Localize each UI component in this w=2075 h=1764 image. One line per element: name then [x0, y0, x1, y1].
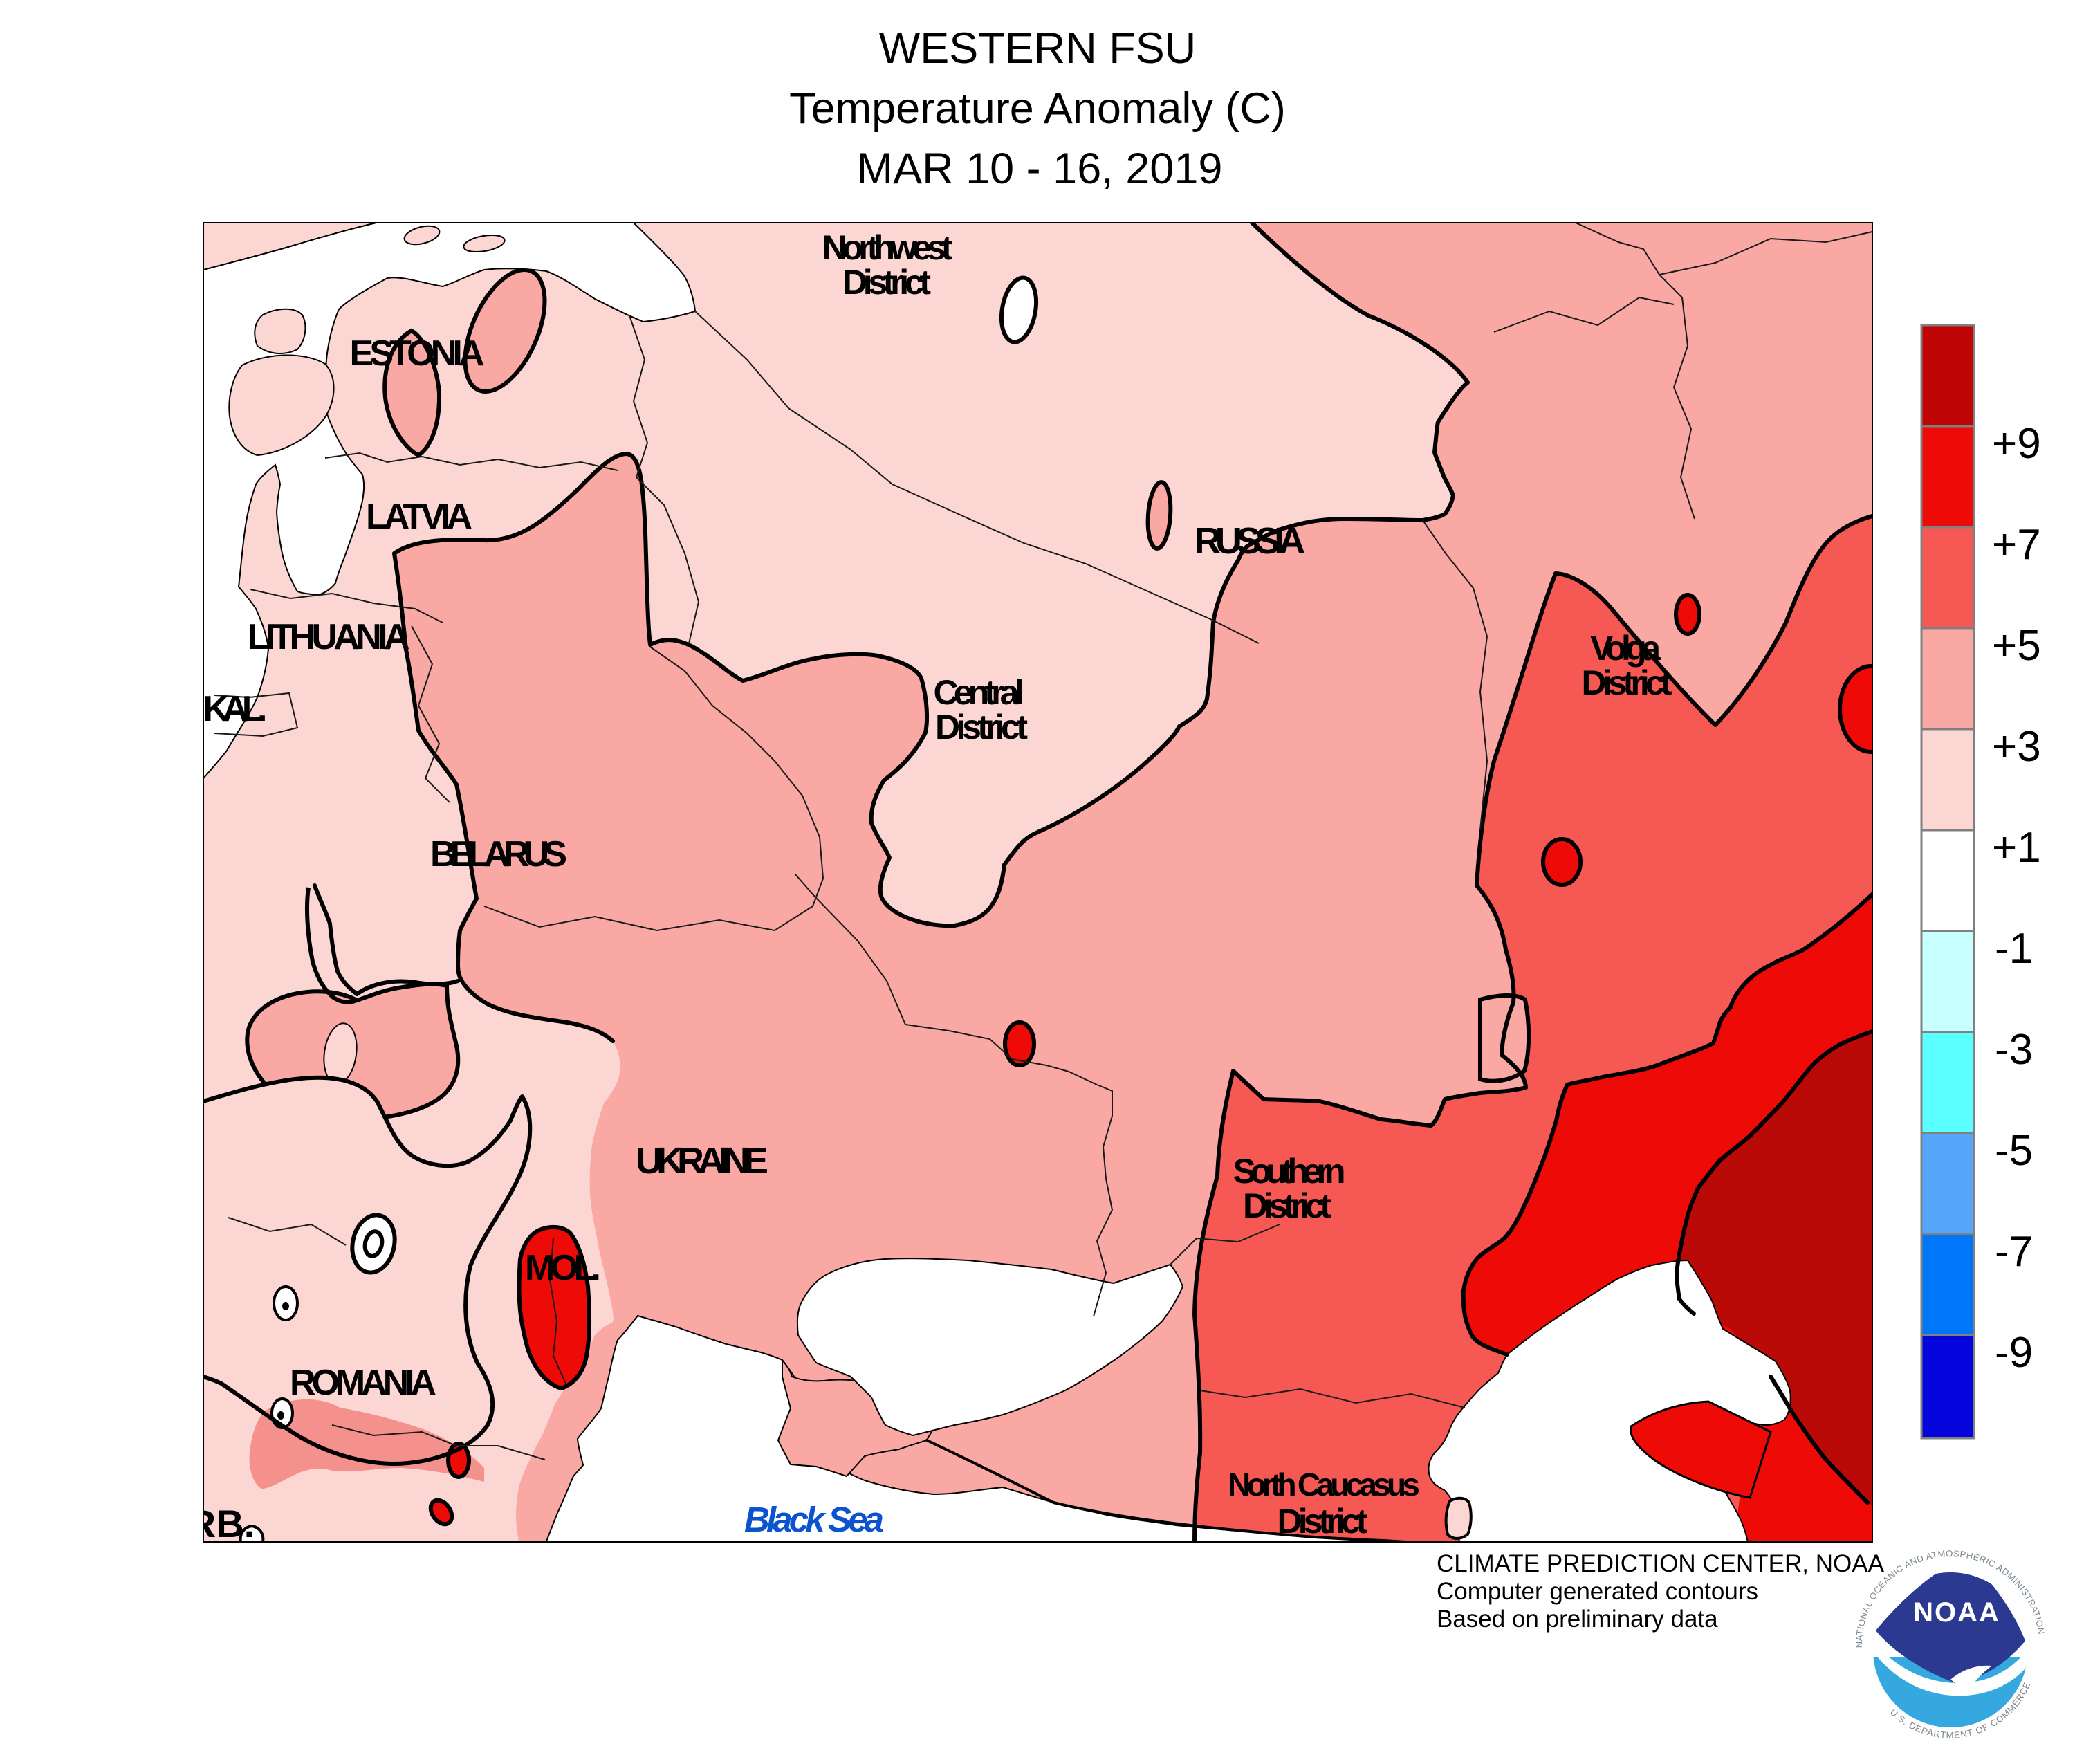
- svg-text:-7: -7: [1995, 1228, 2033, 1276]
- svg-text:Central: Central: [934, 673, 1024, 712]
- svg-text:Temperature Anomaly (C): Temperature Anomaly (C): [789, 84, 1286, 133]
- svg-text:Computer generated contours: Computer generated contours: [1437, 1578, 1758, 1605]
- svg-text:District: District: [1582, 663, 1672, 702]
- svg-text:Based on preliminary data: Based on preliminary data: [1437, 1606, 1718, 1633]
- svg-text:District: District: [935, 708, 1028, 746]
- svg-text:KAL.: KAL.: [203, 689, 268, 729]
- svg-text:MAR 10 - 16, 2019: MAR 10 - 16, 2019: [857, 145, 1223, 193]
- svg-text:Southern: Southern: [1233, 1152, 1346, 1191]
- svg-text:Northwest: Northwest: [822, 228, 953, 267]
- svg-text:Volga: Volga: [1590, 629, 1661, 668]
- svg-text:-1: -1: [1995, 925, 2033, 973]
- svg-text:+1: +1: [1992, 824, 2041, 872]
- svg-text:ROMANIA: ROMANIA: [290, 1363, 436, 1403]
- svg-text:North Caucasus: North Caucasus: [1228, 1467, 1420, 1503]
- svg-text:+7: +7: [1992, 521, 2041, 569]
- svg-text:UKRAINE: UKRAINE: [636, 1140, 768, 1182]
- svg-text:Black Sea: Black Sea: [744, 1500, 884, 1539]
- svg-text:+3: +3: [1992, 723, 2041, 771]
- svg-text:RB.: RB.: [188, 1502, 255, 1545]
- svg-text:+5: +5: [1992, 622, 2041, 670]
- svg-text:WESTERN FSU: WESTERN FSU: [879, 24, 1197, 73]
- svg-text:MOL.: MOL.: [525, 1248, 601, 1288]
- svg-text:-5: -5: [1995, 1127, 2033, 1175]
- svg-text:ESTONIA: ESTONIA: [350, 333, 485, 374]
- svg-text:District: District: [1278, 1502, 1368, 1541]
- svg-text:District: District: [842, 263, 931, 302]
- svg-text:LITHUANIA: LITHUANIA: [248, 617, 410, 657]
- svg-text:-9: -9: [1995, 1329, 2033, 1377]
- svg-text:-3: -3: [1995, 1026, 2033, 1074]
- svg-text:NOAA: NOAA: [1913, 1597, 2000, 1628]
- svg-text:+9: +9: [1992, 420, 2041, 468]
- svg-text:CLIMATE PREDICTION CENTER, NOA: CLIMATE PREDICTION CENTER, NOAA: [1437, 1550, 1885, 1577]
- svg-text:BELARUS: BELARUS: [430, 834, 567, 874]
- svg-text:LATVIA: LATVIA: [366, 497, 472, 537]
- svg-text:RUSSIA: RUSSIA: [1195, 520, 1306, 562]
- svg-text:District: District: [1243, 1186, 1331, 1225]
